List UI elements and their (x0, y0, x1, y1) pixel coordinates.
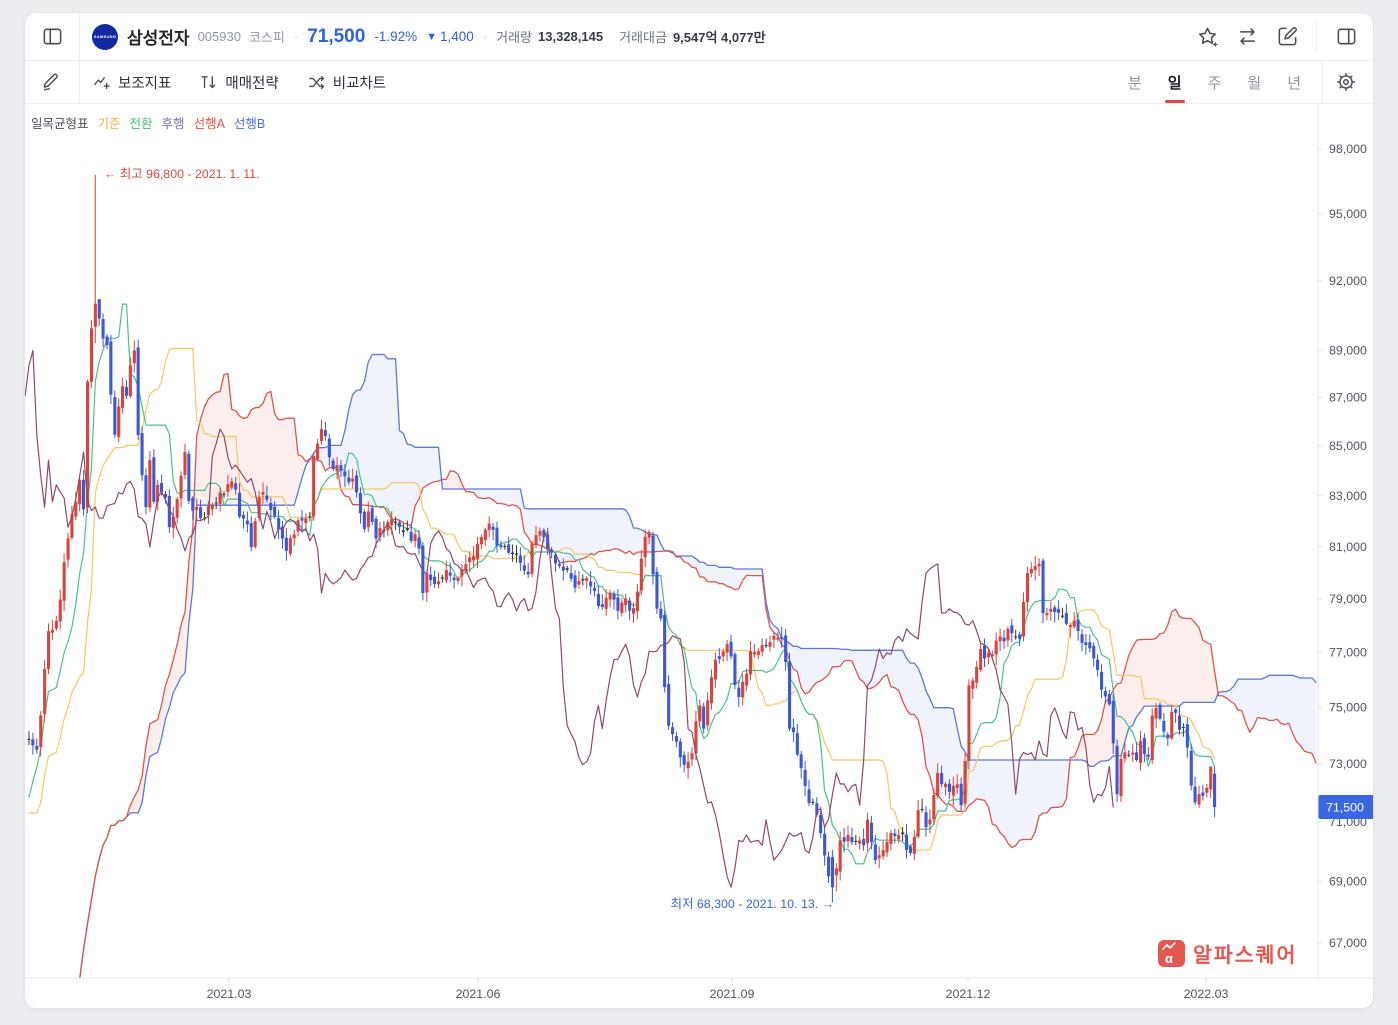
ichimoku-cloud (79, 354, 1316, 978)
switch-stock-button[interactable] (1232, 22, 1262, 52)
favorite-button[interactable] (1192, 22, 1222, 52)
x-axis-label: 2021.09 (710, 987, 755, 1001)
stock-name: 삼성전자 (127, 29, 190, 48)
swap-arrows-icon (1239, 28, 1255, 45)
legend-indicator-name: 일목균형표 (31, 117, 89, 131)
svg-text:알파스퀘어: 알파스퀘어 (1193, 944, 1297, 967)
dot-separator: · (482, 29, 488, 44)
change-amount: 1,400 (439, 29, 474, 44)
compare-button-label: 비교차트 (332, 75, 387, 92)
chart-area[interactable]: 일목균형표 기준 전환 후행 선행A 선행B 98,000 95,000 92,000 89,0… (25, 105, 1374, 1009)
amount-value: 9,547억 4,077만 (672, 30, 766, 45)
panel-right-icon (1337, 28, 1355, 45)
y-axis-label: 73,000 (1329, 757, 1367, 771)
pen-icon (43, 73, 58, 91)
mini-chart-icon (1162, 942, 1176, 950)
edit-chart-button[interactable] (1272, 22, 1302, 52)
annotation-low: 최저 68,300 - 2021. 10. 13. → (671, 897, 834, 911)
timeframe-tab-월[interactable]: 월 (1247, 74, 1262, 92)
indicator-chart-icon (94, 76, 110, 89)
indicator-button-label: 보조지표 (118, 75, 172, 92)
amount-label: 거래대금 (619, 30, 667, 45)
compare-button[interactable]: 비교차트 (307, 72, 386, 93)
y-axis-label: 67,000 (1329, 936, 1367, 950)
current-price: 71,500 (307, 25, 366, 47)
legend-item-전환: 전환 (129, 117, 153, 131)
senkou-span-a-line (79, 372, 1317, 978)
legend-item-후행: 후행 (161, 117, 185, 131)
y-axis-label: 83,000 (1329, 489, 1367, 503)
y-axis-label: 75,000 (1329, 701, 1367, 715)
price-chart-canvas[interactable]: 98,000 95,000 92,000 89,000 87,000 85,000 83,0… (25, 105, 1374, 1009)
x-axis-label: 2021.12 (946, 987, 991, 1001)
timeframe-tab-주[interactable]: 주 (1207, 74, 1222, 92)
kijun-line (28, 347, 1216, 852)
stock-header: SAMSUNG 삼성전자 005930 코스피 · 71,500 -1.92% … (25, 13, 1373, 61)
legend-item-선행B: 선행B (233, 117, 266, 131)
panel-layout-button[interactable] (1331, 22, 1361, 52)
annotation-high: ← 최고 96,800 - 2021. 1. 11. (104, 167, 260, 181)
candles-layer (27, 174, 1217, 903)
indicator-legend: 일목균형표 기준 전환 후행 선행A 선행B (31, 113, 265, 132)
divider (79, 61, 80, 103)
legend-item-선행A: 선행A (193, 117, 225, 131)
indicator-button[interactable]: 보조지표 (92, 72, 171, 93)
draw-tool-button[interactable] (37, 67, 67, 97)
x-axis-label: 2021.03 (207, 987, 252, 1001)
shuffle-icon (308, 75, 324, 89)
y-axis-label: 92,000 (1329, 274, 1367, 288)
y-axis-label: 77,000 (1329, 646, 1367, 660)
y-axis-label: 69,000 (1329, 875, 1367, 889)
chart-settings-button[interactable] (1331, 67, 1361, 97)
current-price-tag: 71,500 (1318, 795, 1373, 819)
y-axis-label: 79,000 (1329, 592, 1367, 606)
y-axis-label: 89,000 (1329, 343, 1367, 357)
samsung-logo-text: SAMSUNG (93, 34, 117, 39)
panel-left-icon (43, 28, 61, 45)
sidebar-toggle-button[interactable] (37, 22, 67, 52)
y-axis-label: 85,000 (1329, 439, 1367, 453)
compose-icon (1278, 27, 1297, 46)
app-window: SAMSUNG 삼성전자 005930 코스피 · 71,500 -1.92% … (24, 12, 1374, 1009)
divider (79, 13, 80, 60)
strategy-button-label: 매매전략 (225, 75, 279, 92)
timeframe-tab-년[interactable]: 년 (1287, 74, 1301, 92)
x-axis-label: 2021.06 (456, 987, 501, 1001)
market-label: 코스피 (248, 30, 285, 45)
y-axis-label: 81,000 (1329, 540, 1367, 554)
timeframe-tab-일[interactable]: 일 (1155, 61, 1195, 103)
chikou-line (25, 349, 1114, 888)
svg-text:α: α (1165, 951, 1173, 966)
watermark-logo: α 알파스퀘어 (1158, 940, 1297, 967)
tenkan-line (28, 303, 1216, 865)
gear-icon (1336, 72, 1356, 92)
change-percent: -1.92% (374, 29, 418, 44)
star-plus-icon (1198, 27, 1218, 47)
y-axis-label: 87,000 (1329, 391, 1367, 405)
down-triangle-icon: ▼ (426, 30, 437, 43)
y-axis-label: 95,000 (1329, 207, 1367, 221)
svg-text:71,500: 71,500 (1326, 800, 1364, 814)
sort-arrows-icon (201, 75, 216, 88)
y-axis-label: 98,000 (1329, 142, 1367, 156)
timeframe-tab-분[interactable]: 분 (1127, 74, 1142, 92)
legend-item-기준: 기준 (97, 117, 121, 131)
divider (1316, 21, 1317, 52)
volume-label: 거래량 (496, 30, 533, 45)
strategy-button[interactable]: 매매전략 (199, 72, 279, 93)
axes[interactable]: 98,000 95,000 92,000 89,000 87,000 85,000 83,0… (25, 105, 1374, 1001)
samsung-logo: SAMSUNG (92, 23, 118, 50)
dot-separator: · (293, 29, 299, 44)
volume-value: 13,328,145 (538, 29, 604, 44)
divider (1322, 61, 1323, 103)
x-axis-label: 2022.03 (1184, 987, 1229, 1001)
stock-code: 005930 (197, 29, 241, 44)
